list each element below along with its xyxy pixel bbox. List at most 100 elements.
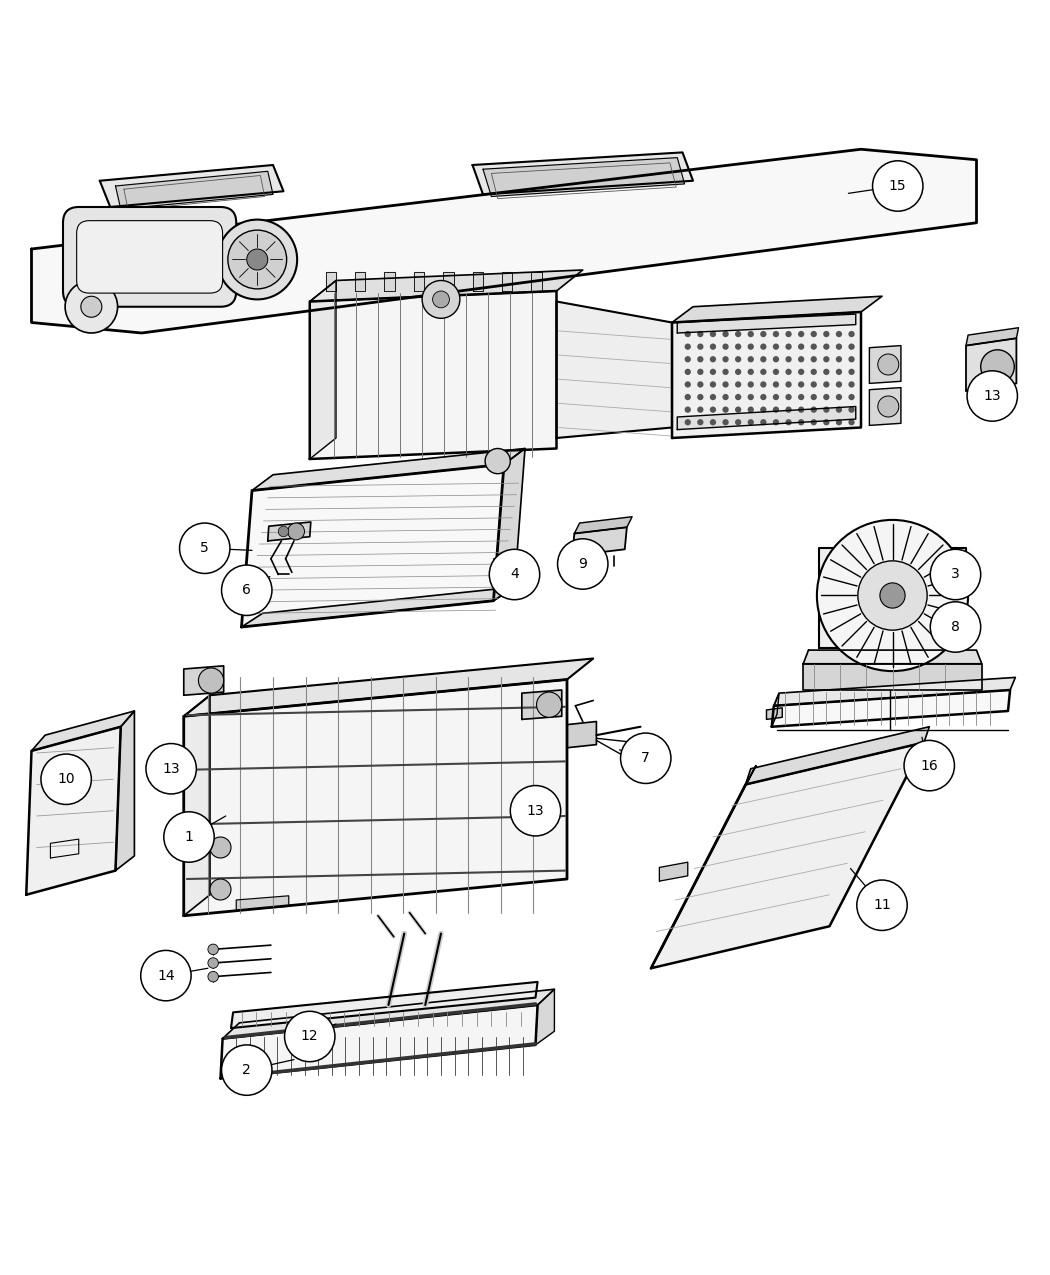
Circle shape: [722, 356, 729, 362]
Circle shape: [930, 602, 981, 653]
Circle shape: [710, 368, 716, 375]
Polygon shape: [310, 280, 336, 459]
Circle shape: [823, 368, 830, 375]
Circle shape: [208, 944, 218, 955]
Circle shape: [748, 394, 754, 400]
Text: 9: 9: [579, 557, 587, 571]
Polygon shape: [651, 765, 756, 968]
Circle shape: [217, 219, 297, 300]
Circle shape: [823, 407, 830, 413]
Circle shape: [811, 419, 817, 426]
Polygon shape: [220, 1005, 538, 1079]
Circle shape: [773, 381, 779, 388]
Text: 11: 11: [874, 899, 890, 912]
Circle shape: [823, 332, 830, 337]
Polygon shape: [572, 528, 627, 556]
Text: 13: 13: [163, 761, 180, 775]
Circle shape: [823, 343, 830, 349]
Circle shape: [433, 291, 449, 307]
Circle shape: [735, 381, 741, 388]
Circle shape: [848, 343, 855, 349]
Polygon shape: [672, 312, 861, 439]
Polygon shape: [32, 711, 134, 751]
Polygon shape: [184, 695, 210, 915]
Circle shape: [685, 368, 691, 375]
Circle shape: [735, 343, 741, 349]
Polygon shape: [567, 722, 596, 747]
Circle shape: [735, 407, 741, 413]
Polygon shape: [355, 272, 365, 291]
Circle shape: [873, 161, 923, 212]
Circle shape: [836, 368, 842, 375]
Circle shape: [81, 296, 102, 317]
Circle shape: [228, 230, 287, 289]
Circle shape: [489, 550, 540, 599]
Polygon shape: [483, 158, 685, 196]
Polygon shape: [184, 680, 567, 915]
Circle shape: [278, 527, 289, 537]
Circle shape: [967, 371, 1017, 421]
Circle shape: [798, 343, 804, 349]
Circle shape: [798, 381, 804, 388]
Circle shape: [510, 785, 561, 836]
Circle shape: [760, 368, 766, 375]
Circle shape: [785, 332, 792, 337]
Circle shape: [685, 394, 691, 400]
Text: 6: 6: [243, 583, 251, 597]
Polygon shape: [677, 407, 856, 430]
Polygon shape: [414, 272, 424, 291]
Polygon shape: [746, 727, 929, 784]
Circle shape: [811, 356, 817, 362]
Circle shape: [760, 343, 766, 349]
Circle shape: [208, 972, 218, 982]
Polygon shape: [472, 153, 693, 194]
Circle shape: [811, 332, 817, 337]
Polygon shape: [268, 521, 311, 541]
Circle shape: [735, 368, 741, 375]
Text: 14: 14: [158, 969, 174, 983]
Circle shape: [823, 419, 830, 426]
Circle shape: [848, 332, 855, 337]
Circle shape: [823, 356, 830, 362]
Circle shape: [485, 449, 510, 474]
Circle shape: [878, 354, 899, 375]
Polygon shape: [443, 272, 454, 291]
Circle shape: [710, 356, 716, 362]
Circle shape: [823, 394, 830, 400]
Circle shape: [146, 743, 196, 794]
Circle shape: [710, 381, 716, 388]
Circle shape: [558, 539, 608, 589]
Polygon shape: [236, 896, 289, 910]
Polygon shape: [803, 664, 982, 690]
Circle shape: [785, 381, 792, 388]
Polygon shape: [310, 291, 556, 459]
Circle shape: [773, 368, 779, 375]
Circle shape: [685, 419, 691, 426]
Circle shape: [798, 332, 804, 337]
Polygon shape: [672, 296, 882, 323]
Circle shape: [685, 356, 691, 362]
Polygon shape: [966, 328, 1018, 346]
Polygon shape: [659, 862, 688, 881]
Circle shape: [836, 381, 842, 388]
Circle shape: [710, 407, 716, 413]
Circle shape: [981, 349, 1014, 384]
FancyBboxPatch shape: [63, 207, 236, 307]
Polygon shape: [651, 742, 924, 968]
Circle shape: [685, 381, 691, 388]
Circle shape: [798, 368, 804, 375]
Circle shape: [537, 692, 562, 718]
Circle shape: [722, 368, 729, 375]
Circle shape: [722, 419, 729, 426]
FancyBboxPatch shape: [77, 221, 223, 293]
Polygon shape: [223, 989, 554, 1039]
Text: 3: 3: [951, 567, 960, 581]
Circle shape: [848, 394, 855, 400]
Polygon shape: [774, 677, 1015, 706]
Polygon shape: [502, 272, 512, 291]
Polygon shape: [184, 666, 224, 695]
Polygon shape: [556, 301, 672, 439]
Text: 13: 13: [984, 389, 1001, 403]
Circle shape: [760, 356, 766, 362]
Polygon shape: [184, 658, 593, 717]
